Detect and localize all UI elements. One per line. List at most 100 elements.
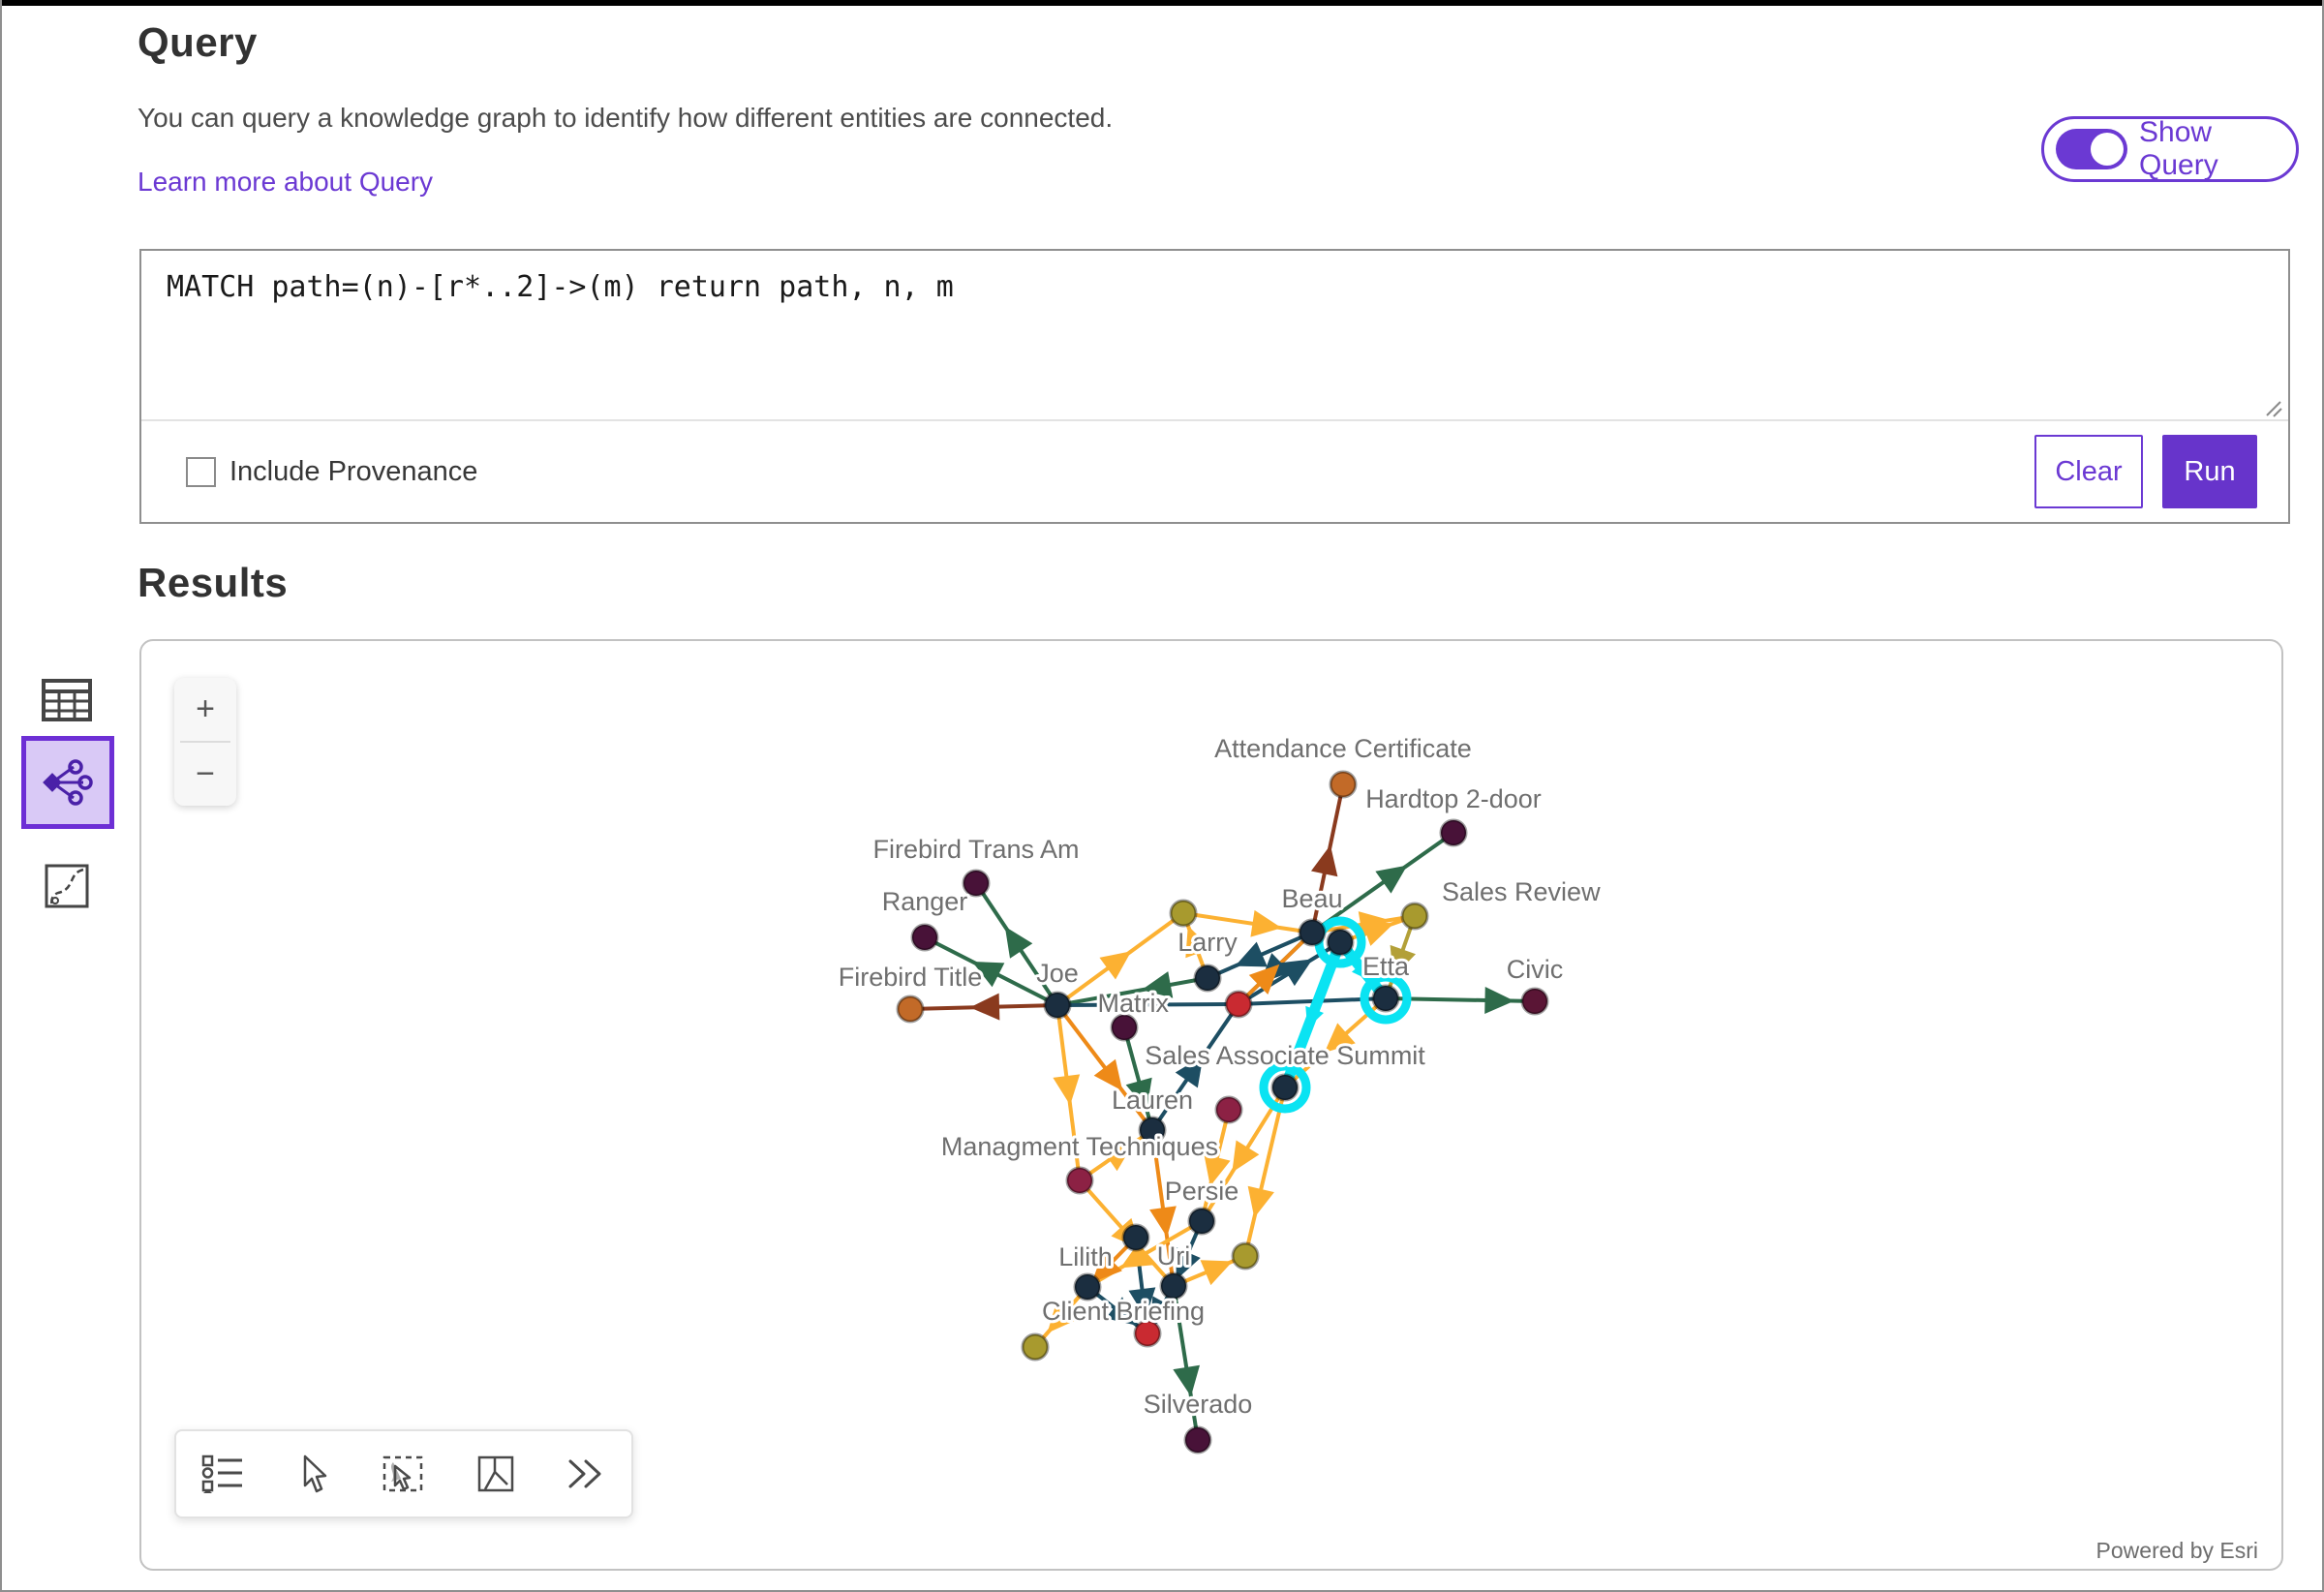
graph-edge-arrow — [969, 993, 1000, 1021]
graph-node-label: Etta — [1362, 952, 1410, 981]
clear-button[interactable]: Clear — [2034, 435, 2143, 508]
graph-edge-olive_a-beau[interactable] — [1182, 911, 1313, 934]
graph-node-ranger[interactable] — [910, 923, 939, 952]
graph-node-client_briefing[interactable] — [1133, 1319, 1162, 1348]
graph-edge-arrow — [1200, 1260, 1233, 1286]
graph-node-hardtop[interactable] — [1439, 818, 1468, 847]
graph-node-navy_d[interactable] — [1121, 1223, 1150, 1252]
graph-node-label: Matrix — [1098, 989, 1170, 1018]
graph-edge-arrow — [1176, 1246, 1201, 1280]
zoom-out-button[interactable]: − — [196, 755, 215, 792]
graph-node-silverado[interactable] — [1183, 1425, 1212, 1454]
graph-edge-arrow — [1105, 1297, 1138, 1326]
graph-edge-arrow — [1204, 1154, 1231, 1186]
expand-chevrons-icon[interactable] — [565, 1456, 607, 1491]
graph-edge-beau-hardtop[interactable] — [1310, 831, 1455, 934]
graph-edge-arrow — [1390, 944, 1416, 978]
show-query-toggle[interactable]: Show Query — [2041, 116, 2299, 182]
graph-edge-arrow — [1235, 941, 1268, 967]
textarea-resize-grip[interactable] — [2259, 394, 2284, 419]
results-panel — [139, 639, 2283, 1571]
graph-edge-arrow — [1141, 971, 1174, 998]
graph-edge-joe-matrix[interactable] — [1056, 1002, 1239, 1007]
graph-edge-arrow — [1093, 1058, 1123, 1091]
include-provenance-checkbox[interactable] — [186, 456, 216, 487]
graph-node-attendance_certificate[interactable] — [1329, 770, 1358, 799]
graph-edge-arrow — [1324, 1023, 1356, 1053]
graph-edge-larry-joe[interactable] — [1056, 976, 1208, 1007]
graph-node-firebird_trans_am[interactable] — [962, 869, 991, 898]
graph-node-label: Lilith — [1058, 1242, 1113, 1271]
select-features-icon[interactable] — [380, 1453, 426, 1495]
toggle-switch-on[interactable] — [2056, 129, 2127, 169]
zoom-control: + − — [174, 678, 236, 806]
zoom-in-button[interactable]: + — [196, 690, 215, 727]
query-text-input[interactable]: MATCH path=(n)-[r*..2]->(m) return path,… — [141, 251, 2288, 421]
graph-node-label: Managment Techniques — [941, 1132, 1218, 1161]
graph-edge-arrow — [1247, 1185, 1274, 1218]
results-title: Results — [138, 560, 289, 605]
graph-node-matrix[interactable] — [1224, 990, 1253, 1019]
graph-node-lauren[interactable] — [1138, 1116, 1167, 1145]
graph-node-label: Sales Associate Summit — [1145, 1041, 1425, 1070]
graph-node-label: Beau — [1281, 884, 1342, 913]
view-switcher-table[interactable] — [35, 670, 99, 730]
map-icon — [45, 864, 89, 908]
graph-edge-sas-olive_e[interactable] — [1243, 1087, 1287, 1257]
highlighted-edge-arrow — [1305, 1005, 1324, 1029]
graph-node-joe[interactable] — [1043, 991, 1072, 1020]
legend-list-icon[interactable] — [200, 1453, 245, 1495]
graph-node-civic[interactable] — [1520, 987, 1549, 1016]
highlight-ring — [1259, 1061, 1311, 1114]
graph-node-label: Civic — [1507, 955, 1564, 984]
pointer-icon[interactable] — [292, 1453, 331, 1495]
query-description: You can query a knowledge graph to ident… — [138, 103, 1114, 133]
graph-node-larry[interactable] — [1193, 964, 1222, 993]
graph-node-sales_review[interactable] — [1400, 902, 1429, 931]
graph-node-sas[interactable] — [1270, 1073, 1300, 1102]
graph-edge-purple_b-lauren[interactable] — [1122, 1026, 1154, 1131]
graph-edge-arrow — [1175, 1056, 1204, 1088]
link-chart-toolbar — [174, 1429, 633, 1518]
query-actions-bar: Include Provenance Clear Run — [141, 421, 2288, 522]
graph-edge-arrow — [1047, 1301, 1078, 1333]
graph-node-olive_a[interactable] — [1169, 899, 1198, 928]
learn-more-link[interactable]: Learn more about Query — [138, 167, 434, 197]
top-black-bar — [2, 0, 2322, 6]
graph-node-uri[interactable] — [1159, 1271, 1188, 1301]
graph-edge-arrow — [1053, 1074, 1081, 1106]
graph-node-mgmt[interactable] — [1065, 1166, 1094, 1195]
graph-node-label: Uri — [1157, 1241, 1191, 1271]
graph-node-label: Hardtop 2-door — [1365, 784, 1542, 813]
graph-node-etta[interactable] — [1371, 984, 1400, 1013]
graph-node-label: Silverado — [1144, 1390, 1253, 1419]
graph-node-firebird_title[interactable] — [896, 995, 925, 1024]
view-switcher-graph-selected[interactable] — [21, 736, 114, 829]
highlighted-edge-arrow — [1351, 960, 1372, 982]
graph-node-lilith[interactable] — [1073, 1272, 1102, 1301]
graph-node-label: Larry — [1177, 928, 1238, 957]
graph-edge-arrow — [971, 961, 1005, 988]
zoom-divider — [180, 741, 230, 743]
graph-node-etta_top[interactable] — [1326, 928, 1355, 957]
graph-edge-arrow — [1248, 964, 1280, 995]
graph-node-purple_b[interactable] — [1110, 1013, 1139, 1042]
graph-edge-arrow — [1484, 986, 1514, 1014]
graph-edge-arrow — [1149, 1296, 1177, 1329]
toggle-label: Show Query — [2139, 116, 2218, 181]
graph-node-beau[interactable] — [1298, 918, 1327, 947]
graph-edge-uri-silverado[interactable] — [1172, 1285, 1200, 1441]
graph-edge-arrow — [1101, 1143, 1134, 1172]
link-chart-canvas[interactable]: Attendance Certificate Hardtop 2-door Sale… — [141, 641, 2281, 1569]
graph-node-olive_e[interactable] — [1231, 1241, 1260, 1271]
run-button[interactable]: Run — [2162, 435, 2257, 508]
graph-edge-arrow — [1173, 1364, 1201, 1396]
graph-node-persie[interactable] — [1187, 1207, 1216, 1236]
layout-icon[interactable] — [474, 1453, 517, 1495]
graph-node-maroon_c[interactable] — [1214, 1095, 1243, 1124]
toggle-knob — [2091, 133, 2124, 166]
query-editor-panel: MATCH path=(n)-[r*..2]->(m) return path,… — [139, 249, 2290, 524]
graph-node-olive_f[interactable] — [1021, 1332, 1050, 1362]
view-switcher-map[interactable] — [35, 856, 99, 916]
